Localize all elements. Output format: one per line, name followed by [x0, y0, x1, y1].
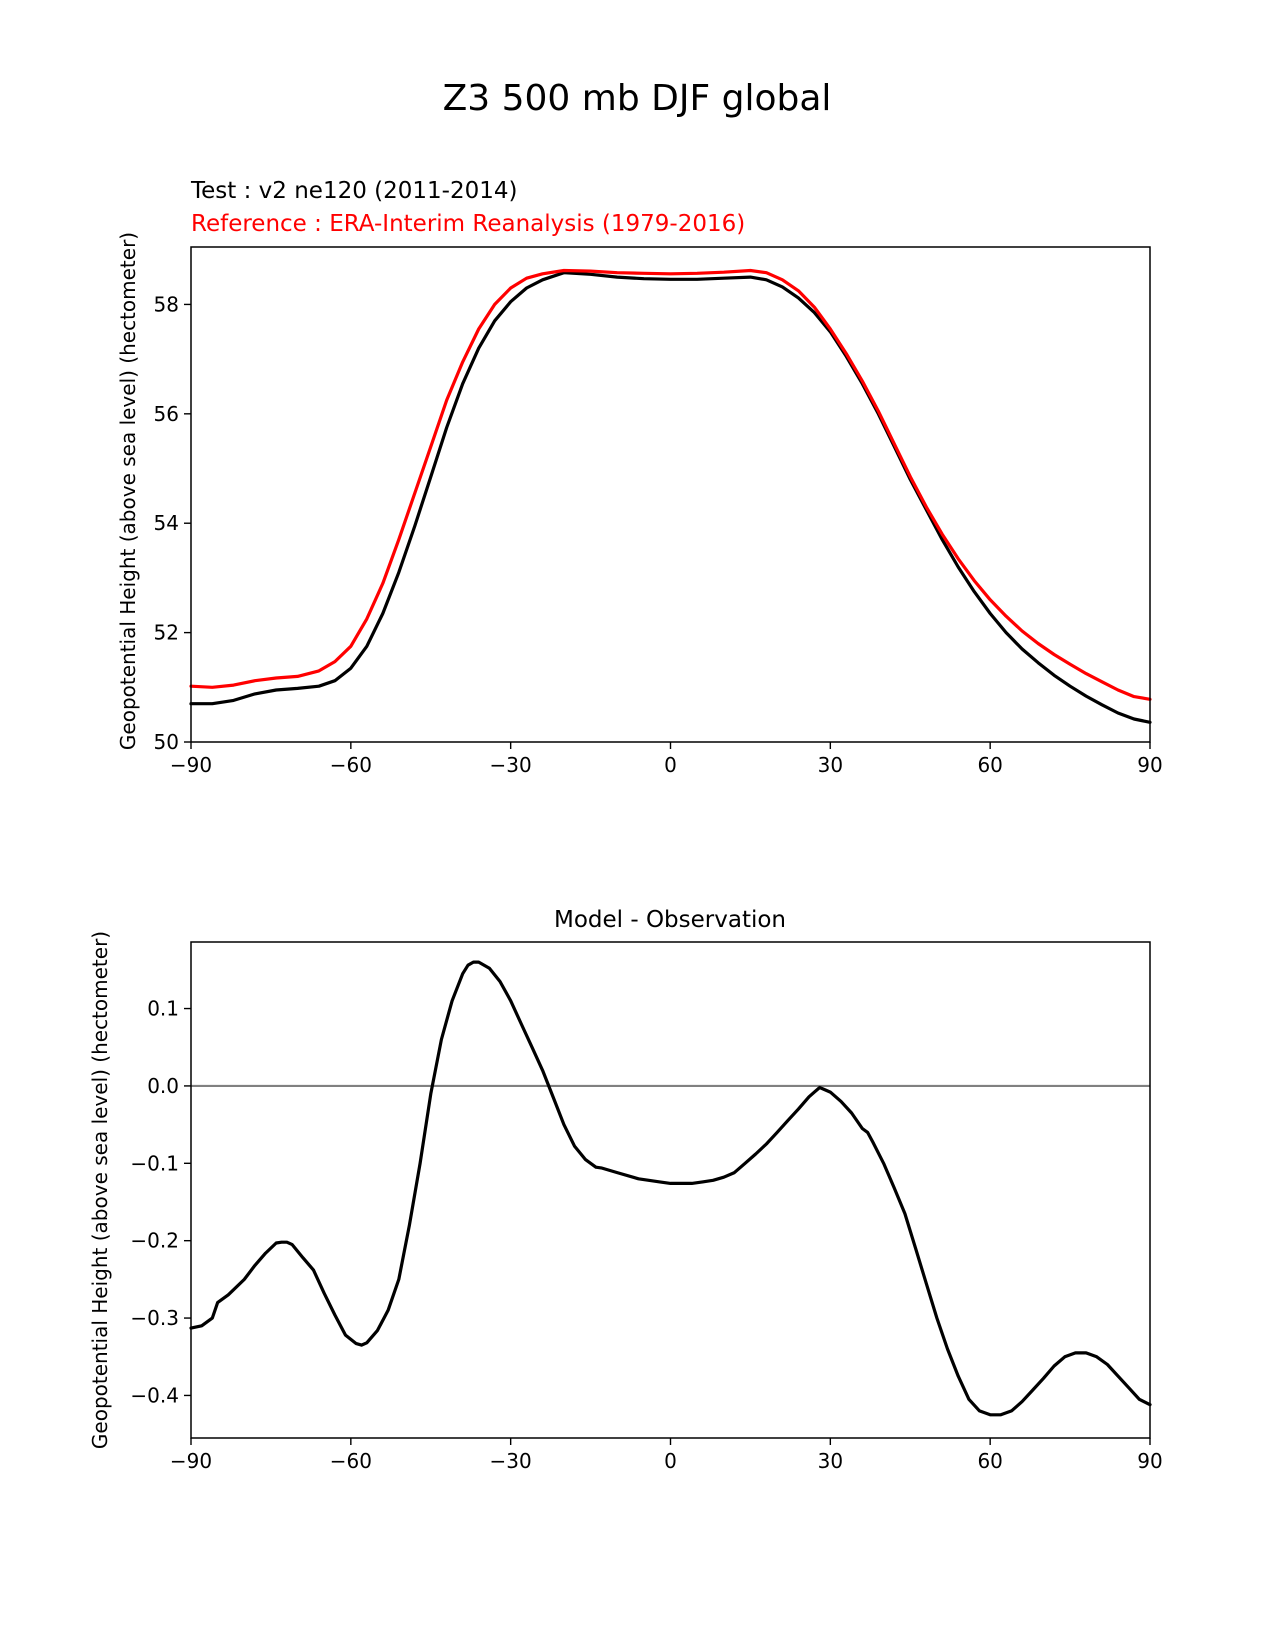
bottom-y-tick-label: −0.1: [130, 1151, 179, 1175]
top-x-tick-label: −30: [490, 753, 532, 777]
top-x-tick-label: −90: [170, 753, 212, 777]
top-y-tick-label: 50: [154, 730, 179, 754]
bottom-y-tick-label: 0.0: [147, 1074, 179, 1098]
top-y-axis-label: Geopotential Height (above sea level) (h…: [116, 232, 140, 750]
top-x-tick-label: 0: [664, 753, 677, 777]
top-x-tick-label: −60: [330, 753, 372, 777]
top-x-tick-label: 90: [1137, 753, 1162, 777]
bottom-x-tick-label: 60: [977, 1449, 1002, 1473]
top-y-tick-label: 52: [154, 621, 179, 645]
bottom-y-axis-label: Geopotential Height (above sea level) (h…: [88, 931, 112, 1449]
bottom-x-tick-label: 0: [664, 1449, 677, 1473]
reference-label: Reference : ERA-Interim Reanalysis (1979…: [191, 211, 745, 237]
bottom-x-tick-label: 30: [818, 1449, 843, 1473]
top-y-tick-label: 54: [154, 511, 179, 535]
bottom-panel: Model - Observation Geopotential Height …: [88, 907, 1163, 1473]
top-plot-frame: [190, 246, 1151, 743]
figure-title: Z3 500 mb DJF global: [443, 78, 832, 119]
bottom-x-tick-label: 90: [1137, 1449, 1162, 1473]
bottom-x-tick-label: −30: [490, 1449, 532, 1473]
bottom-y-tick-label: −0.2: [130, 1229, 179, 1253]
bottom-x-tick-label: −90: [170, 1449, 212, 1473]
top-x-tick-label: 60: [977, 753, 1002, 777]
test-label: Test : v2 ne120 (2011-2014): [190, 178, 517, 204]
bottom-panel-title: Model - Observation: [554, 907, 786, 933]
bottom-plot-frame: [190, 941, 1151, 1439]
bottom-series-0-line: [189, 960, 1152, 1417]
top-series-1-line: [189, 268, 1152, 701]
bottom-y-tick-label: −0.3: [130, 1306, 179, 1330]
bottom-y-tick-label: 0.1: [147, 997, 179, 1021]
bottom-x-tick-label: −60: [330, 1449, 372, 1473]
top-y-tick-label: 56: [154, 402, 179, 426]
top-x-tick-label: 30: [818, 753, 843, 777]
top-y-tick-label: 58: [154, 292, 179, 316]
top-panel: Test : v2 ne120 (2011-2014) Reference : …: [116, 178, 1163, 777]
bottom-y-tick-label: −0.4: [130, 1383, 179, 1407]
top-series-0-line: [189, 271, 1152, 724]
